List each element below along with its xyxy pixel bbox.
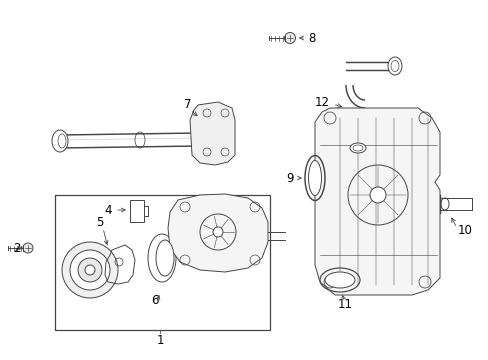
Circle shape bbox=[62, 242, 118, 298]
Text: 4: 4 bbox=[104, 203, 112, 216]
Text: 10: 10 bbox=[457, 224, 472, 237]
Ellipse shape bbox=[349, 143, 365, 153]
Text: 9: 9 bbox=[285, 171, 293, 184]
Ellipse shape bbox=[308, 161, 321, 195]
Circle shape bbox=[78, 258, 102, 282]
Text: 5: 5 bbox=[96, 216, 103, 229]
Text: 1: 1 bbox=[156, 333, 163, 346]
Circle shape bbox=[364, 255, 374, 265]
Circle shape bbox=[70, 250, 110, 290]
Text: 6: 6 bbox=[151, 293, 159, 306]
Circle shape bbox=[369, 187, 385, 203]
Ellipse shape bbox=[156, 240, 174, 276]
Polygon shape bbox=[190, 102, 235, 165]
Ellipse shape bbox=[52, 130, 68, 152]
Text: 7: 7 bbox=[184, 99, 191, 112]
Polygon shape bbox=[168, 194, 267, 272]
Circle shape bbox=[85, 265, 95, 275]
Circle shape bbox=[284, 32, 295, 44]
Ellipse shape bbox=[387, 57, 401, 75]
Circle shape bbox=[213, 227, 223, 237]
Bar bbox=[55, 195, 269, 330]
Text: 12: 12 bbox=[314, 95, 329, 108]
Ellipse shape bbox=[325, 272, 354, 288]
Text: 3: 3 bbox=[389, 253, 397, 266]
Polygon shape bbox=[314, 108, 439, 295]
Text: 11: 11 bbox=[337, 298, 352, 311]
Text: 8: 8 bbox=[307, 31, 315, 45]
Circle shape bbox=[23, 243, 33, 253]
Bar bbox=[130, 200, 143, 222]
Text: 2: 2 bbox=[13, 242, 20, 255]
